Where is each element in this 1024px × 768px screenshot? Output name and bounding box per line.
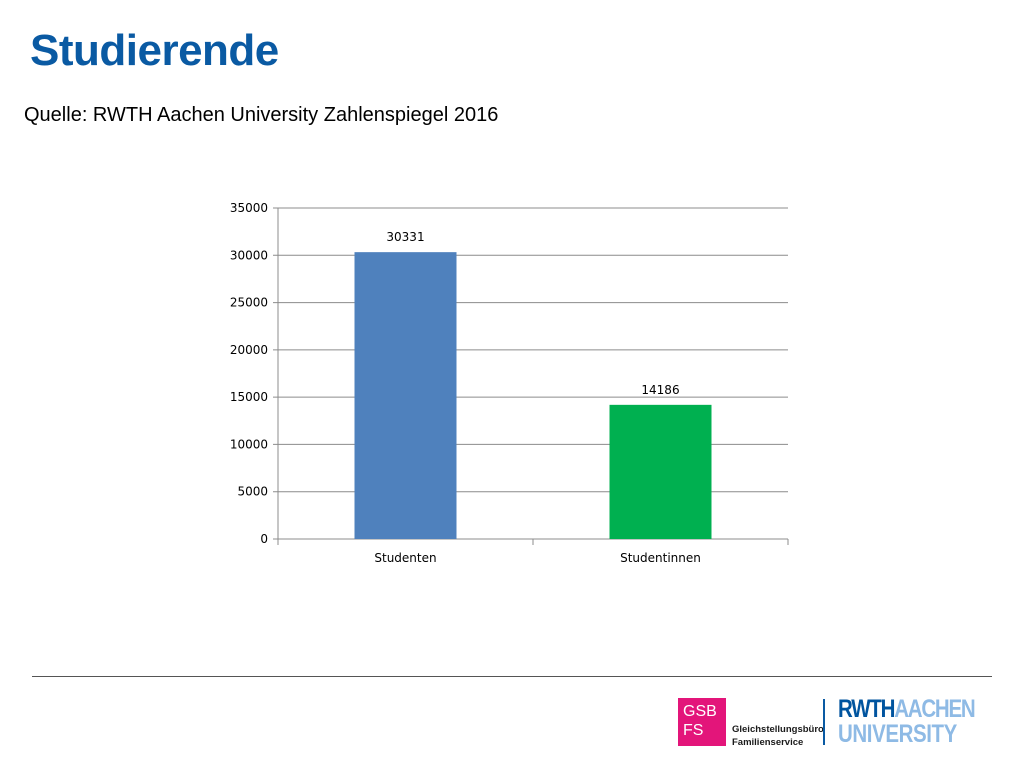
fs-logo-text: FS	[683, 722, 704, 739]
bar-chart: 0 5000 10000 15000 20000 25000 30000 35000 30331…	[230, 201, 789, 565]
bar-studentinnen	[609, 404, 712, 539]
rwth-logo-aachen: AACHEN	[894, 695, 976, 723]
rwth-logo-line1: RWTHAACHEN	[838, 695, 976, 723]
source-caption: Quelle: RWTH Aachen University Zahlenspi…	[24, 104, 499, 126]
y-tick-label: 5000	[237, 485, 268, 499]
x-tick-label: Studenten	[374, 551, 436, 565]
x-tick-label: Studentinnen	[620, 551, 701, 565]
data-label: 14186	[641, 383, 679, 397]
y-tick-label: 20000	[230, 343, 268, 357]
logo-divider	[823, 699, 825, 745]
rwth-logo-rwth: RWTH	[838, 695, 895, 723]
y-tick-label: 35000	[230, 201, 268, 215]
y-tick-label: 25000	[230, 296, 268, 310]
data-label: 30331	[386, 230, 424, 244]
bar-studenten	[354, 252, 457, 539]
footer-divider	[32, 676, 992, 677]
rwth-logo: RWTHAACHEN UNIVERSITY	[838, 695, 976, 748]
gsb-fs-logo: GSB FS	[678, 698, 726, 746]
y-tick-label: 15000	[230, 390, 268, 404]
gsb-name-line1: Gleichstellungsbüro	[732, 724, 824, 735]
y-tick-label: 10000	[230, 437, 268, 451]
slide-title: Studierende	[30, 26, 279, 75]
rwth-logo-university: UNIVERSITY	[838, 720, 957, 748]
gsb-logo-text: GSB	[683, 703, 717, 720]
y-tick-label: 30000	[230, 248, 268, 262]
gsb-name: Gleichstellungsbüro Familienservice	[732, 723, 824, 749]
y-tick-label: 0	[260, 532, 268, 546]
gsb-name-line2: Familienservice	[732, 737, 804, 748]
